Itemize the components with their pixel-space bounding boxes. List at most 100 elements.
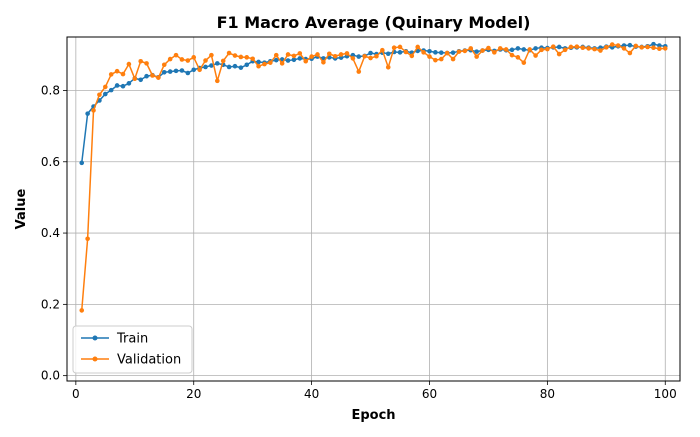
train-point [556,44,562,50]
validation-point [657,46,662,52]
train-point [209,63,214,68]
legend-train-label: Train [116,332,148,347]
validation-point [91,108,96,113]
validation-point [185,58,191,63]
validation-point [580,45,586,50]
train-point [120,83,126,89]
train-point [433,50,438,55]
validation-point [138,58,143,64]
validation-point [604,45,609,50]
validation-point [474,54,479,59]
validation-point [297,51,303,56]
validation-point [203,58,208,63]
validation-point [85,236,90,242]
train-point [651,41,656,47]
validation-point [226,50,232,56]
y-tick-label: 0.8 [41,83,60,97]
legend-validation-marker [92,356,98,362]
validation-point [309,54,314,59]
validation-point [321,60,326,65]
x-tick-label: 80 [540,387,555,401]
train-point [297,56,303,61]
train-point [161,69,167,75]
validation-point [368,55,373,61]
validation-point [173,52,179,58]
validation-point [662,46,668,51]
validation-point [527,47,532,52]
train-point [438,50,444,55]
train-point [144,73,149,79]
train-point [114,83,120,88]
validation-point [438,56,444,62]
validation-point [450,56,456,62]
x-tick-label: 100 [654,387,677,401]
validation-point [568,44,574,50]
x-tick-label: 20 [186,387,201,401]
validation-point [639,45,644,50]
validation-point [120,71,126,77]
validation-point [462,48,468,54]
y-tick-label: 0.2 [41,297,60,311]
validation-point [556,51,562,57]
validation-point [108,72,114,77]
validation-point [362,53,367,59]
validation-point [480,48,485,53]
train-point [215,61,220,66]
chart-title: F1 Macro Average (Quinary Model) [217,13,531,32]
train-point [521,47,527,52]
validation-point [191,55,197,60]
legend-train-marker [92,335,98,341]
train-point [450,50,456,55]
train-point [273,57,279,63]
validation-point [509,52,515,58]
validation-point [326,51,332,57]
validation-point [598,48,603,53]
validation-point [415,44,421,50]
train-point [385,51,391,57]
validation-point [486,45,491,51]
validation-point [633,43,639,49]
train-point [226,64,232,70]
validation-point [103,84,108,90]
train-point [179,68,185,73]
validation-point [179,57,185,62]
y-tick-label: 0.4 [41,226,60,240]
validation-point [285,52,291,57]
train-point [657,43,662,48]
train-point [356,54,362,59]
train-point [427,48,432,54]
validation-point [380,47,385,53]
validation-point [403,49,409,55]
train-point [368,50,373,56]
validation-point [244,55,250,60]
validation-point [156,75,161,80]
train-point [232,63,238,69]
validation-point [651,45,656,50]
validation-point [421,50,426,55]
validation-point [574,44,580,49]
train-point [338,55,344,60]
x-axis-title: Epoch [351,408,395,423]
validation-point [627,50,633,56]
validation-point [456,49,462,54]
validation-point [385,65,391,70]
train-point [509,47,515,53]
validation-point [645,44,650,50]
validation-point [273,52,279,58]
train-point [291,57,297,63]
validation-point [391,45,397,50]
y-tick-label: 0.6 [41,155,60,169]
legend: Train Validation [72,325,193,374]
validation-point [550,44,556,49]
validation-point [279,61,285,66]
validation-point [220,58,226,64]
validation-point [114,68,120,74]
validation-point [374,53,379,59]
validation-point [592,46,597,52]
y-axis-title: Value [14,188,29,229]
train-point [285,58,291,63]
validation-point [515,55,521,60]
train-point [173,68,179,74]
validation-point [338,52,344,57]
validation-point [533,53,538,58]
